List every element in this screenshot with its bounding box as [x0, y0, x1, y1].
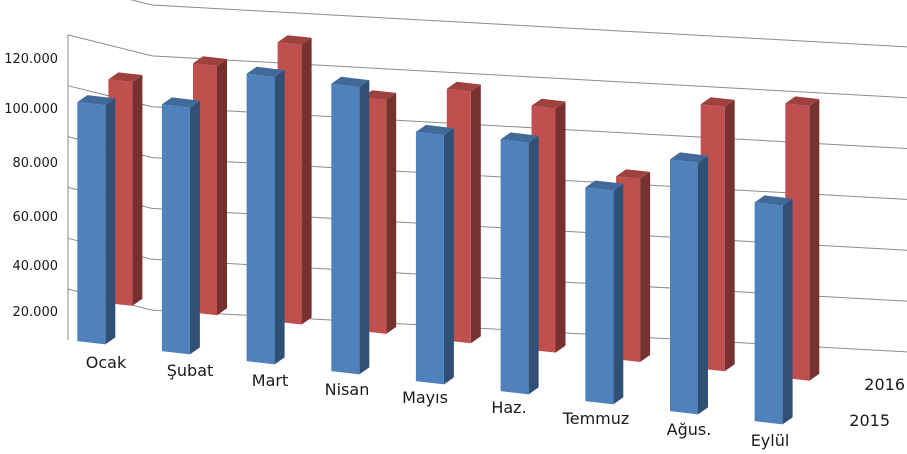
bar-side	[217, 59, 227, 316]
series-2016	[108, 35, 820, 381]
y-tick-label: 120.000	[4, 52, 58, 67]
bar-2015-7	[670, 152, 708, 415]
bar-side	[724, 99, 735, 372]
gridline	[67, 34, 907, 99]
bar-side	[105, 98, 116, 345]
x-tick-label: Haz.	[491, 398, 526, 417]
depth-label-2016: 2016	[864, 375, 905, 394]
bar-top	[700, 97, 735, 107]
bar-top	[415, 124, 454, 136]
x-tick-label: Şubat	[167, 361, 214, 380]
y-tick-label: 60.000	[13, 210, 59, 225]
depth-axis: 2016 2015	[849, 375, 905, 430]
bar-2015-0	[77, 95, 116, 345]
bar-side	[698, 155, 708, 415]
x-tick-label: Nisan	[325, 380, 370, 399]
x-tick-label: Eylül	[751, 431, 790, 450]
y-tick-label: 80.000	[13, 156, 59, 171]
bar-front	[670, 159, 698, 415]
bar-side	[640, 171, 651, 362]
bar-side	[782, 198, 793, 425]
y-tick-label: 100.000	[4, 102, 58, 117]
depth-label-2015: 2015	[849, 411, 890, 430]
bar-2015-8	[754, 195, 793, 425]
bar-top	[585, 180, 624, 191]
bar-top	[531, 98, 566, 109]
bar-front	[331, 83, 360, 375]
bar-2015-3	[331, 76, 370, 375]
bar-side	[274, 70, 285, 365]
bar-2015-4	[415, 124, 454, 385]
bar-2015-5	[500, 132, 539, 395]
x-tick-label: Temmuz	[562, 409, 630, 428]
bar-side	[301, 37, 312, 325]
bar-top	[246, 66, 285, 78]
bar-top	[77, 95, 116, 106]
bar-side	[443, 128, 454, 385]
x-axis-ticks: Ocak Şubat Mart Nisan Mayıs Haz. Temmuz …	[86, 353, 790, 450]
bar-side	[528, 135, 539, 395]
bar-side	[189, 100, 200, 355]
x-tick-label: Mart	[252, 371, 288, 390]
x-tick-label: Ocak	[86, 353, 127, 372]
y-axis-ticks: 20.000 40.000 60.000 80.000 100.000 120.…	[4, 52, 58, 320]
bar-top	[193, 56, 227, 66]
bar-2015-6	[585, 180, 624, 405]
bar-side	[555, 101, 566, 353]
x-tick-label: Mayıs	[402, 388, 448, 407]
bar-top	[108, 72, 143, 82]
gridline	[67, 85, 907, 150]
bar-front	[415, 131, 444, 385]
y-tick-label: 40.000	[13, 259, 59, 274]
y-tick-label: 20.000	[13, 305, 59, 320]
bar-side	[132, 75, 143, 306]
series-2015	[77, 66, 793, 425]
bar-top	[785, 96, 820, 107]
bar-top	[500, 132, 539, 143]
bar-front	[246, 73, 275, 365]
bar-front	[500, 139, 529, 395]
bar-side	[809, 99, 820, 381]
bar-2015-2	[246, 66, 285, 365]
bar-top	[616, 169, 651, 179]
bar-side	[613, 183, 624, 405]
bar-front	[161, 104, 190, 355]
bar-top	[331, 76, 370, 88]
bar-side	[359, 80, 370, 375]
bar-top	[362, 90, 397, 100]
bar-top	[446, 81, 481, 92]
bar-top	[277, 35, 312, 45]
bar-top	[670, 152, 708, 163]
bar-side	[386, 92, 397, 334]
bar-side	[470, 84, 481, 344]
bar-top	[161, 97, 200, 108]
bar-top	[754, 195, 793, 206]
gridline	[129, 0, 907, 48]
x-tick-label: Ağus.	[667, 420, 712, 439]
bar-front	[754, 202, 783, 425]
bar-front	[585, 187, 614, 405]
bar-2015-1	[161, 97, 200, 355]
bar-front	[77, 102, 106, 345]
